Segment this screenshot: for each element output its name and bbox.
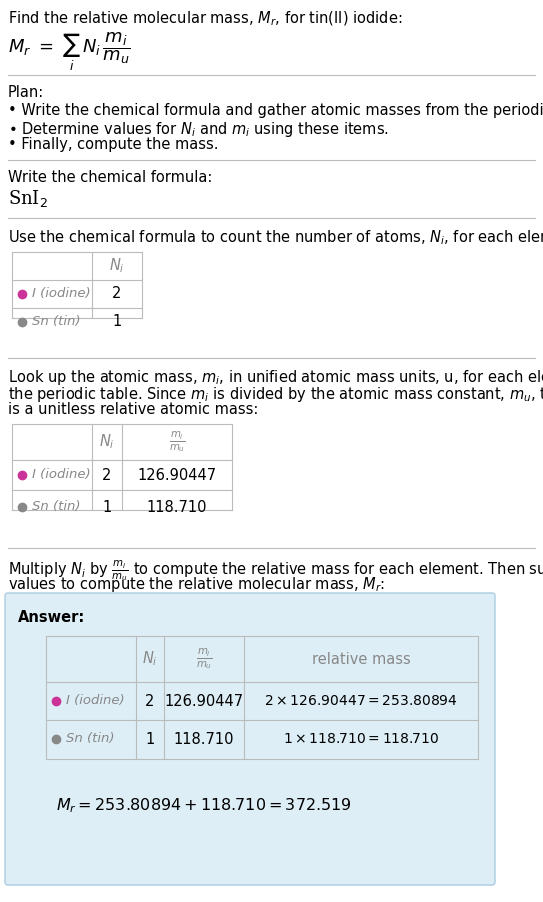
Text: 126.90447: 126.90447 <box>137 467 217 483</box>
Text: Write the chemical formula:: Write the chemical formula: <box>8 170 212 185</box>
Text: 126.90447: 126.90447 <box>165 694 244 708</box>
Text: 1: 1 <box>103 500 112 514</box>
Text: Sn (tin): Sn (tin) <box>32 315 80 328</box>
Text: Answer:: Answer: <box>18 610 85 625</box>
Text: 2: 2 <box>102 467 112 483</box>
Text: • Determine values for $N_i$ and $m_i$ using these items.: • Determine values for $N_i$ and $m_i$ u… <box>8 120 389 139</box>
Text: 1: 1 <box>112 315 122 329</box>
Text: SnI$_2$: SnI$_2$ <box>8 188 48 209</box>
Text: $N_i$: $N_i$ <box>99 433 115 451</box>
Text: the periodic table. Since $m_i$ is divided by the atomic mass constant, $m_u$, t: the periodic table. Since $m_i$ is divid… <box>8 385 543 404</box>
Text: Look up the atomic mass, $m_i$, in unified atomic mass units, u, for each elemen: Look up the atomic mass, $m_i$, in unifi… <box>8 368 543 387</box>
Text: relative mass: relative mass <box>312 651 411 667</box>
Text: 1: 1 <box>146 732 155 747</box>
Text: • Finally, compute the mass.: • Finally, compute the mass. <box>8 137 218 152</box>
Text: 118.710: 118.710 <box>147 500 207 514</box>
Text: Sn (tin): Sn (tin) <box>66 732 115 745</box>
Text: $\frac{m_i}{m_u}$: $\frac{m_i}{m_u}$ <box>195 647 212 671</box>
Text: Find the relative molecular mass, $M_r$, for tin(II) iodide:: Find the relative molecular mass, $M_r$,… <box>8 10 402 28</box>
Text: $M_r\ =\ \sum_i\,N_i\,\dfrac{m_i}{m_u}$: $M_r\ =\ \sum_i\,N_i\,\dfrac{m_i}{m_u}$ <box>8 30 131 73</box>
Text: I (iodine): I (iodine) <box>32 468 91 481</box>
Text: • Write the chemical formula and gather atomic masses from the periodic table.: • Write the chemical formula and gather … <box>8 103 543 118</box>
Text: I (iodine): I (iodine) <box>66 694 125 707</box>
Text: I (iodine): I (iodine) <box>32 287 91 300</box>
Text: $N_i$: $N_i$ <box>142 649 158 668</box>
Text: Use the chemical formula to count the number of atoms, $N_i$, for each element:: Use the chemical formula to count the nu… <box>8 228 543 247</box>
Text: is a unitless relative atomic mass:: is a unitless relative atomic mass: <box>8 402 258 417</box>
Text: 118.710: 118.710 <box>174 732 234 747</box>
Text: $\frac{m_i}{m_u}$: $\frac{m_i}{m_u}$ <box>168 429 185 455</box>
Text: $1 \times 118.710 = 118.710$: $1 \times 118.710 = 118.710$ <box>283 732 439 746</box>
Text: $N_i$: $N_i$ <box>109 257 125 275</box>
Text: values to compute the relative molecular mass, $M_r$:: values to compute the relative molecular… <box>8 575 385 594</box>
Text: 2: 2 <box>146 694 155 708</box>
Text: 2: 2 <box>112 287 122 301</box>
Text: $2 \times 126.90447 = 253.80894$: $2 \times 126.90447 = 253.80894$ <box>264 694 458 708</box>
Text: Multiply $N_i$ by $\frac{m_i}{m_u}$ to compute the relative mass for each elemen: Multiply $N_i$ by $\frac{m_i}{m_u}$ to c… <box>8 558 543 583</box>
FancyBboxPatch shape <box>5 593 495 885</box>
Text: Plan:: Plan: <box>8 85 44 100</box>
Text: Sn (tin): Sn (tin) <box>32 500 80 513</box>
Text: $M_r = 253.80894 + 118.710 = 372.519$: $M_r = 253.80894 + 118.710 = 372.519$ <box>56 796 352 815</box>
